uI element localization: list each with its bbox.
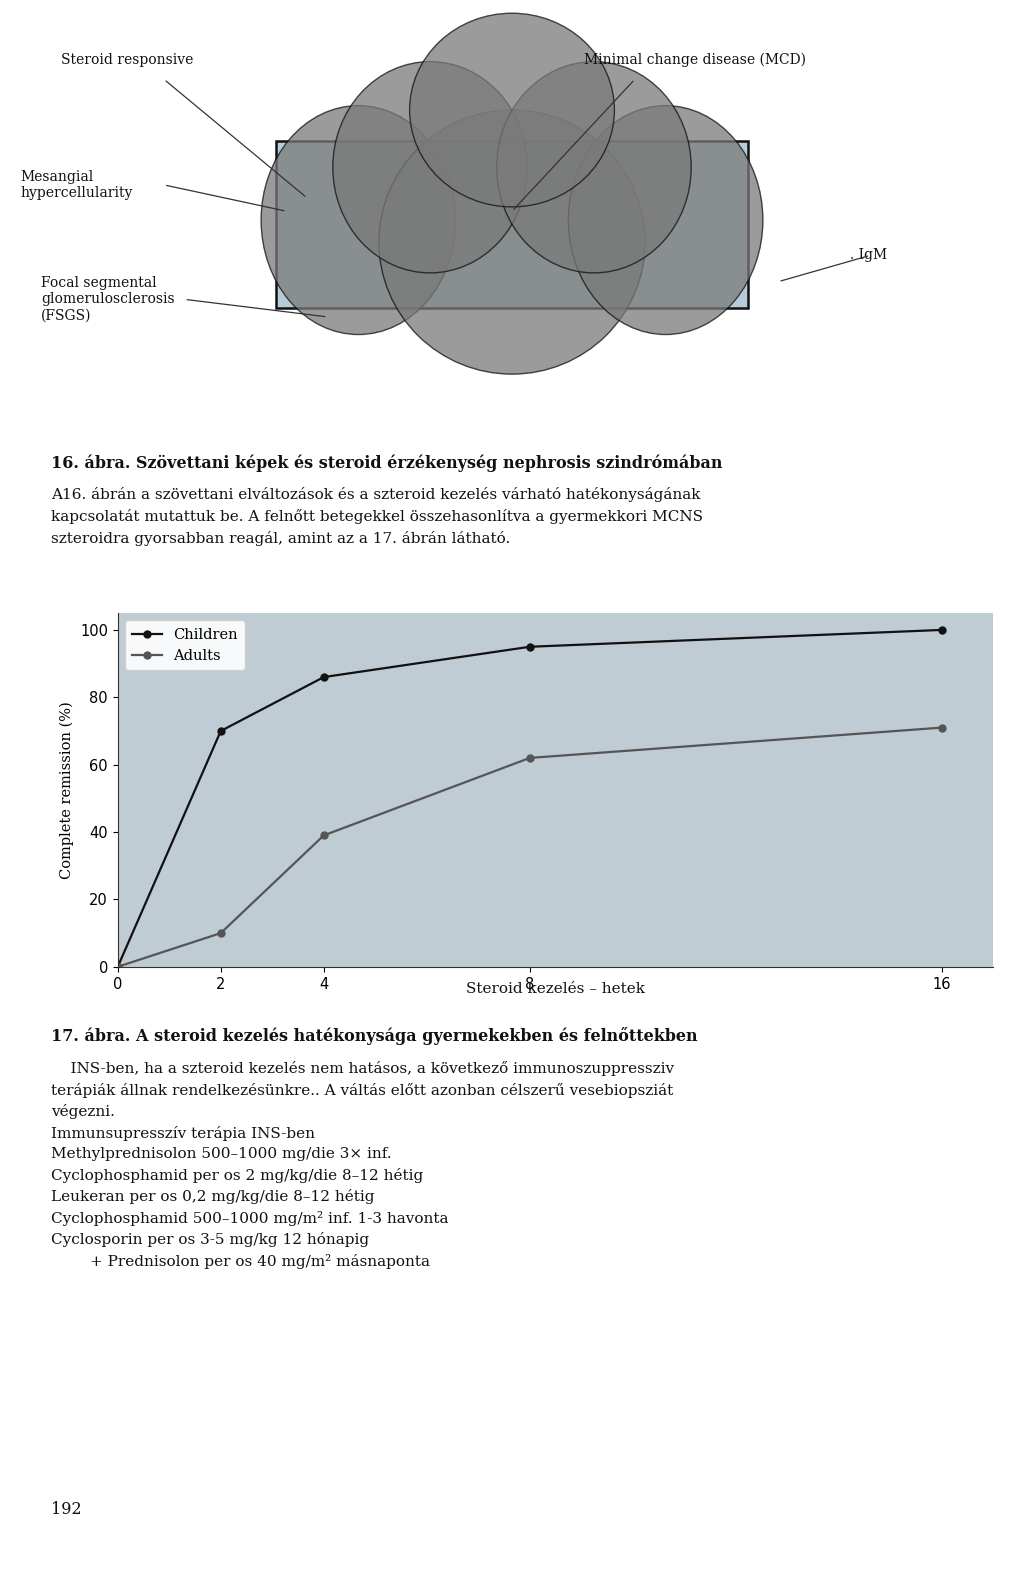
Ellipse shape	[261, 105, 456, 335]
Adults	[112, 957, 124, 976]
Text: 17. ábra. A steroid kezelés hatékonysága gyermekekben és felnőttekben: 17. ábra. A steroid kezelés hatékonysága…	[51, 1027, 697, 1045]
Children	[215, 722, 227, 740]
Ellipse shape	[333, 61, 527, 274]
Bar	[276, 141, 748, 308]
Ellipse shape	[497, 61, 691, 274]
Text: Steroid responsive: Steroid responsive	[61, 53, 194, 68]
Text: Mesangial
hypercellularity: Mesangial hypercellularity	[20, 170, 133, 200]
Y-axis label: Complete remission (%): Complete remission (%)	[60, 701, 75, 879]
Text: Minimal change disease (MCD): Minimal change disease (MCD)	[584, 53, 806, 68]
Children	[523, 637, 536, 656]
Ellipse shape	[568, 105, 763, 335]
Adults	[936, 718, 948, 737]
Children	[112, 957, 124, 976]
Text: Steroid kezelés – hetek: Steroid kezelés – hetek	[466, 981, 645, 995]
Text: INS-ben, ha a szteroid kezelés nem hatásos, a következő immunoszuppressziv
teráp: INS-ben, ha a szteroid kezelés nem hatás…	[51, 1061, 675, 1269]
Children	[317, 668, 330, 687]
Adults	[523, 748, 536, 767]
Ellipse shape	[410, 13, 614, 208]
Ellipse shape	[379, 110, 645, 374]
Line: Children: Children	[115, 627, 945, 970]
Text: A16. ábrán a szövettani elváltozások és a szteroid kezelés várható hatékonyságán: A16. ábrán a szövettani elváltozások és …	[51, 487, 703, 545]
Legend: Children, Adults: Children, Adults	[125, 621, 245, 670]
Line: Adults: Adults	[115, 725, 945, 970]
Adults	[317, 825, 330, 844]
Adults	[215, 924, 227, 943]
Text: . IgM: . IgM	[850, 248, 887, 263]
Text: Focal segmental
glomerulosclerosis
(FSGS): Focal segmental glomerulosclerosis (FSGS…	[41, 277, 174, 322]
Children	[936, 621, 948, 640]
Text: 192: 192	[51, 1501, 82, 1517]
Text: 16. ábra. Szövettani képek és steroid érzékenység nephrosis szindrómában: 16. ábra. Szövettani képek és steroid ér…	[51, 454, 723, 473]
